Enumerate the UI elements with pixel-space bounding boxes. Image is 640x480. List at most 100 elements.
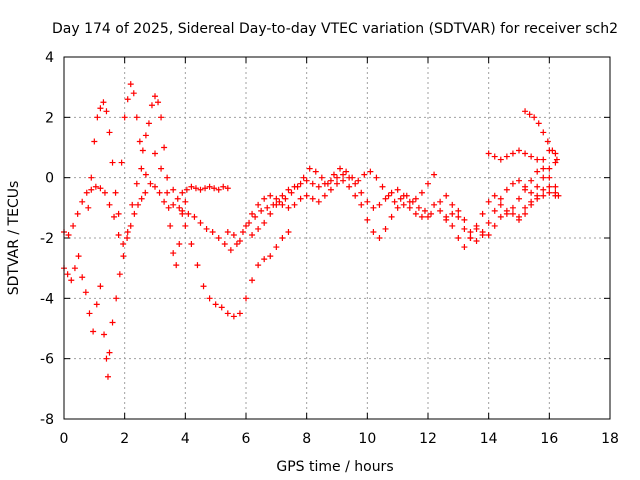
x-tick-label: 4 (181, 431, 190, 447)
data-point (118, 159, 125, 166)
data-point (552, 159, 559, 166)
data-point (97, 283, 104, 290)
data-point (534, 183, 541, 190)
data-point (90, 328, 97, 335)
data-point (437, 207, 444, 214)
data-point (522, 210, 529, 217)
data-point (74, 210, 81, 217)
data-point (86, 310, 93, 317)
data-point (443, 216, 450, 223)
data-point (267, 192, 274, 199)
data-point (212, 301, 219, 308)
data-point (167, 222, 174, 229)
data-point (535, 120, 542, 127)
data-point (139, 147, 146, 154)
data-point (94, 114, 101, 121)
series-track-d (152, 150, 292, 320)
data-point (418, 213, 425, 220)
data-point (113, 295, 120, 302)
data-point (161, 144, 168, 151)
y-tick-label: 0 (45, 171, 54, 187)
data-point (170, 250, 177, 257)
series-track-k (485, 147, 562, 199)
data-point (135, 201, 142, 208)
data-point (352, 180, 359, 187)
data-point (103, 108, 110, 115)
data-point (327, 177, 334, 184)
data-point (388, 213, 395, 220)
data-point (148, 102, 155, 109)
data-point (258, 207, 265, 214)
data-point (355, 177, 362, 184)
x-tick-label: 18 (601, 431, 619, 447)
data-point (397, 195, 404, 202)
series-track-a (61, 165, 231, 248)
data-point (406, 204, 413, 211)
data-point (346, 183, 353, 190)
data-point (415, 204, 422, 211)
data-point (227, 247, 234, 254)
data-point (312, 168, 319, 175)
data-point (152, 150, 158, 157)
data-point (449, 210, 456, 217)
data-point (522, 108, 529, 115)
data-point (546, 189, 553, 196)
data-point (142, 189, 149, 196)
data-point (552, 183, 559, 190)
data-point (497, 201, 504, 208)
data-point (156, 189, 163, 196)
data-point (106, 349, 113, 356)
data-point (552, 150, 559, 157)
data-point (176, 241, 183, 248)
y-tick-label: 2 (45, 110, 54, 126)
x-tick-label: 14 (480, 431, 498, 447)
data-point (455, 235, 462, 241)
y-tick-label: -6 (40, 352, 54, 368)
data-point (276, 198, 283, 205)
data-point (461, 244, 468, 251)
data-point (124, 96, 131, 103)
data-point (70, 222, 77, 229)
data-point (425, 180, 431, 187)
data-point (103, 355, 110, 362)
data-point (129, 201, 136, 208)
chart-title: Day 174 of 2025, Sidereal Day-to-day VTE… (52, 21, 618, 37)
data-point (528, 189, 535, 196)
data-point (206, 295, 213, 302)
data-point (391, 198, 398, 205)
data-point (330, 171, 337, 178)
data-point (358, 189, 365, 196)
data-point (145, 120, 152, 127)
x-tick-label: 0 (60, 431, 69, 447)
data-point (147, 180, 154, 187)
data-point (406, 198, 413, 205)
data-point (88, 174, 95, 181)
data-point (528, 198, 535, 205)
data-point (503, 153, 510, 160)
data-point (467, 235, 474, 241)
data-point (211, 185, 218, 192)
data-point (179, 207, 186, 214)
x-tick-labels: 0 2 4 6 8 10 12 14 16 18 (60, 431, 619, 447)
data-point (522, 150, 529, 157)
x-tick-label: 10 (358, 431, 376, 447)
data-point (246, 219, 253, 226)
data-point (373, 174, 380, 181)
data-point (203, 225, 210, 232)
data-point (183, 186, 190, 193)
data-point (503, 186, 510, 193)
data-point (346, 174, 353, 181)
data-point (540, 186, 547, 193)
data-point (546, 183, 553, 190)
data-point (412, 210, 419, 217)
data-point (185, 210, 192, 217)
data-point (497, 156, 504, 163)
data-point (461, 216, 468, 223)
data-point (65, 231, 72, 238)
data-point (273, 244, 280, 251)
data-point (485, 219, 492, 226)
data-point (479, 210, 486, 217)
y-tick-label: -2 (40, 231, 54, 247)
data-point (376, 201, 383, 208)
data-point (303, 177, 310, 184)
